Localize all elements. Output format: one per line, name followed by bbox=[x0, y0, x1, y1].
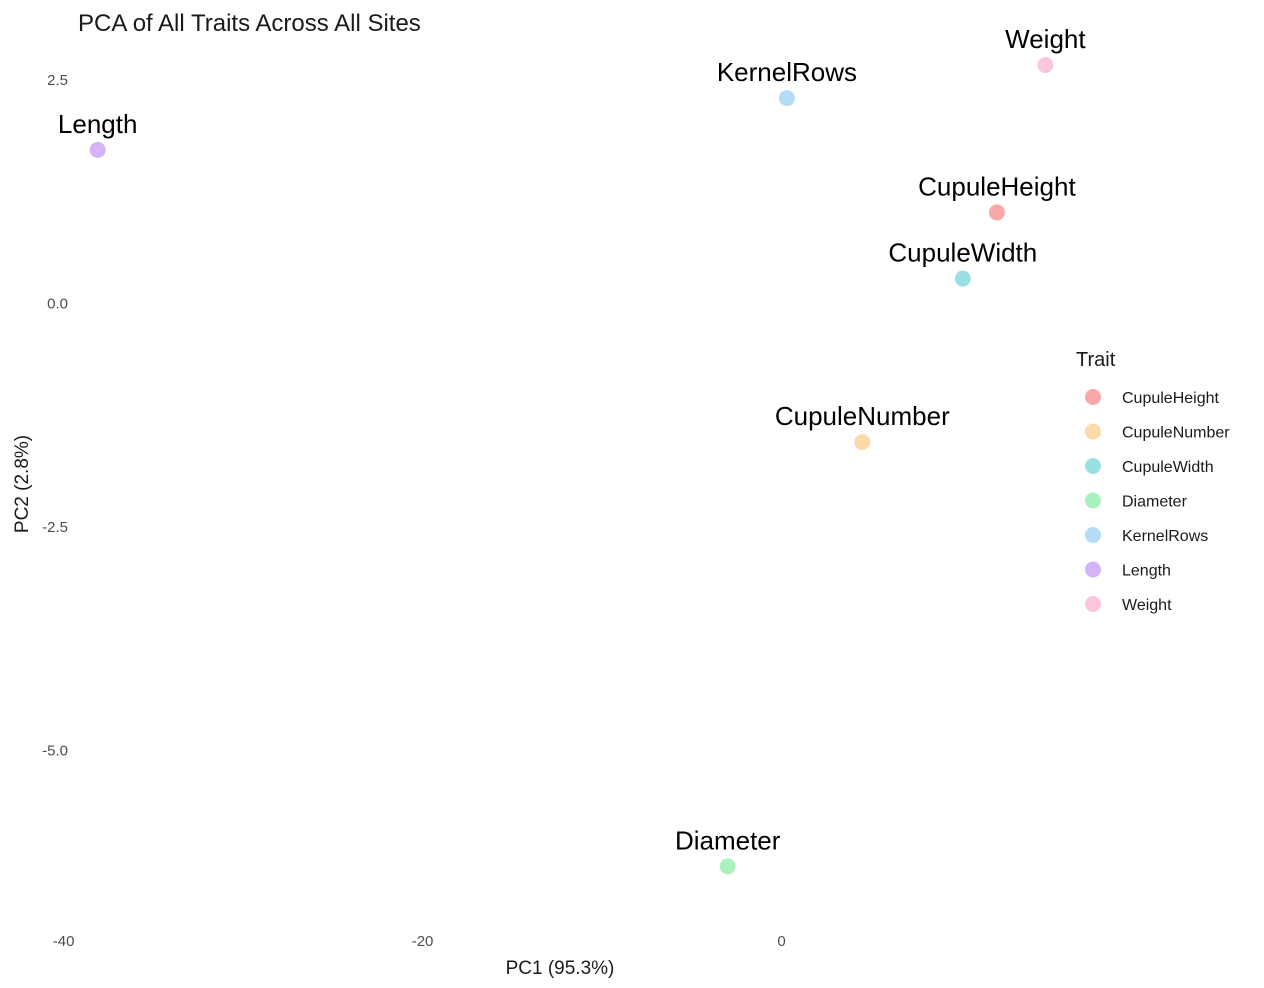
y-tick-label: 0.0 bbox=[47, 296, 68, 313]
point-label: KernelRows bbox=[717, 57, 857, 87]
point-label: CupuleWidth bbox=[888, 238, 1037, 268]
legend-label: Diameter bbox=[1122, 494, 1188, 511]
x-tick-label: 0 bbox=[777, 933, 785, 950]
data-point bbox=[89, 141, 106, 158]
y-tick-label: -5.0 bbox=[42, 742, 68, 759]
data-point bbox=[988, 204, 1005, 221]
x-tick-label: -40 bbox=[53, 933, 75, 950]
x-tick-label: -20 bbox=[412, 933, 434, 950]
data-point bbox=[1037, 57, 1054, 74]
data-point bbox=[854, 434, 871, 451]
legend-label: CupuleHeight bbox=[1122, 390, 1220, 407]
point-label: Weight bbox=[1005, 24, 1086, 54]
legend-label: Weight bbox=[1122, 597, 1172, 614]
point-label: Diameter bbox=[675, 825, 781, 855]
data-point bbox=[954, 270, 971, 287]
point-label: CupuleHeight bbox=[918, 171, 1076, 201]
legend-key bbox=[1085, 527, 1101, 543]
legend-label: CupuleWidth bbox=[1122, 459, 1214, 476]
x-axis-ticks: -40 -20 0 bbox=[53, 933, 786, 950]
point-label: CupuleNumber bbox=[775, 401, 950, 431]
y-tick-label: -2.5 bbox=[42, 519, 68, 536]
x-axis-label: PC1 (95.3%) bbox=[506, 958, 615, 979]
legend-key bbox=[1085, 492, 1101, 509]
data-points: CupuleHeight CupuleNumber CupuleWidth Diame… bbox=[58, 24, 1086, 875]
legend-key bbox=[1085, 596, 1101, 612]
chart-title: PCA of All Traits Across All Sites bbox=[78, 10, 421, 37]
legend-key bbox=[1085, 458, 1101, 474]
y-axis-ticks: 2.5 0.0 -2.5 -5.0 bbox=[42, 72, 68, 759]
legend-label: Length bbox=[1122, 563, 1171, 580]
data-point bbox=[778, 90, 795, 107]
legend-key bbox=[1085, 561, 1101, 578]
legend-title: Trait bbox=[1076, 349, 1116, 371]
legend: Trait CupuleHeight CupuleNumber CupuleWidt… bbox=[1076, 349, 1230, 614]
y-axis-label: PC2 (2.8%) bbox=[12, 435, 33, 533]
legend-key bbox=[1085, 423, 1101, 440]
legend-items: CupuleHeight CupuleNumber CupuleWidth Diame… bbox=[1085, 389, 1230, 614]
legend-label: KernelRows bbox=[1122, 528, 1208, 545]
legend-label: CupuleNumber bbox=[1122, 425, 1230, 442]
y-tick-label: 2.5 bbox=[47, 72, 68, 89]
data-point bbox=[719, 858, 736, 875]
legend-key bbox=[1085, 389, 1101, 405]
point-label: Length bbox=[58, 109, 138, 139]
